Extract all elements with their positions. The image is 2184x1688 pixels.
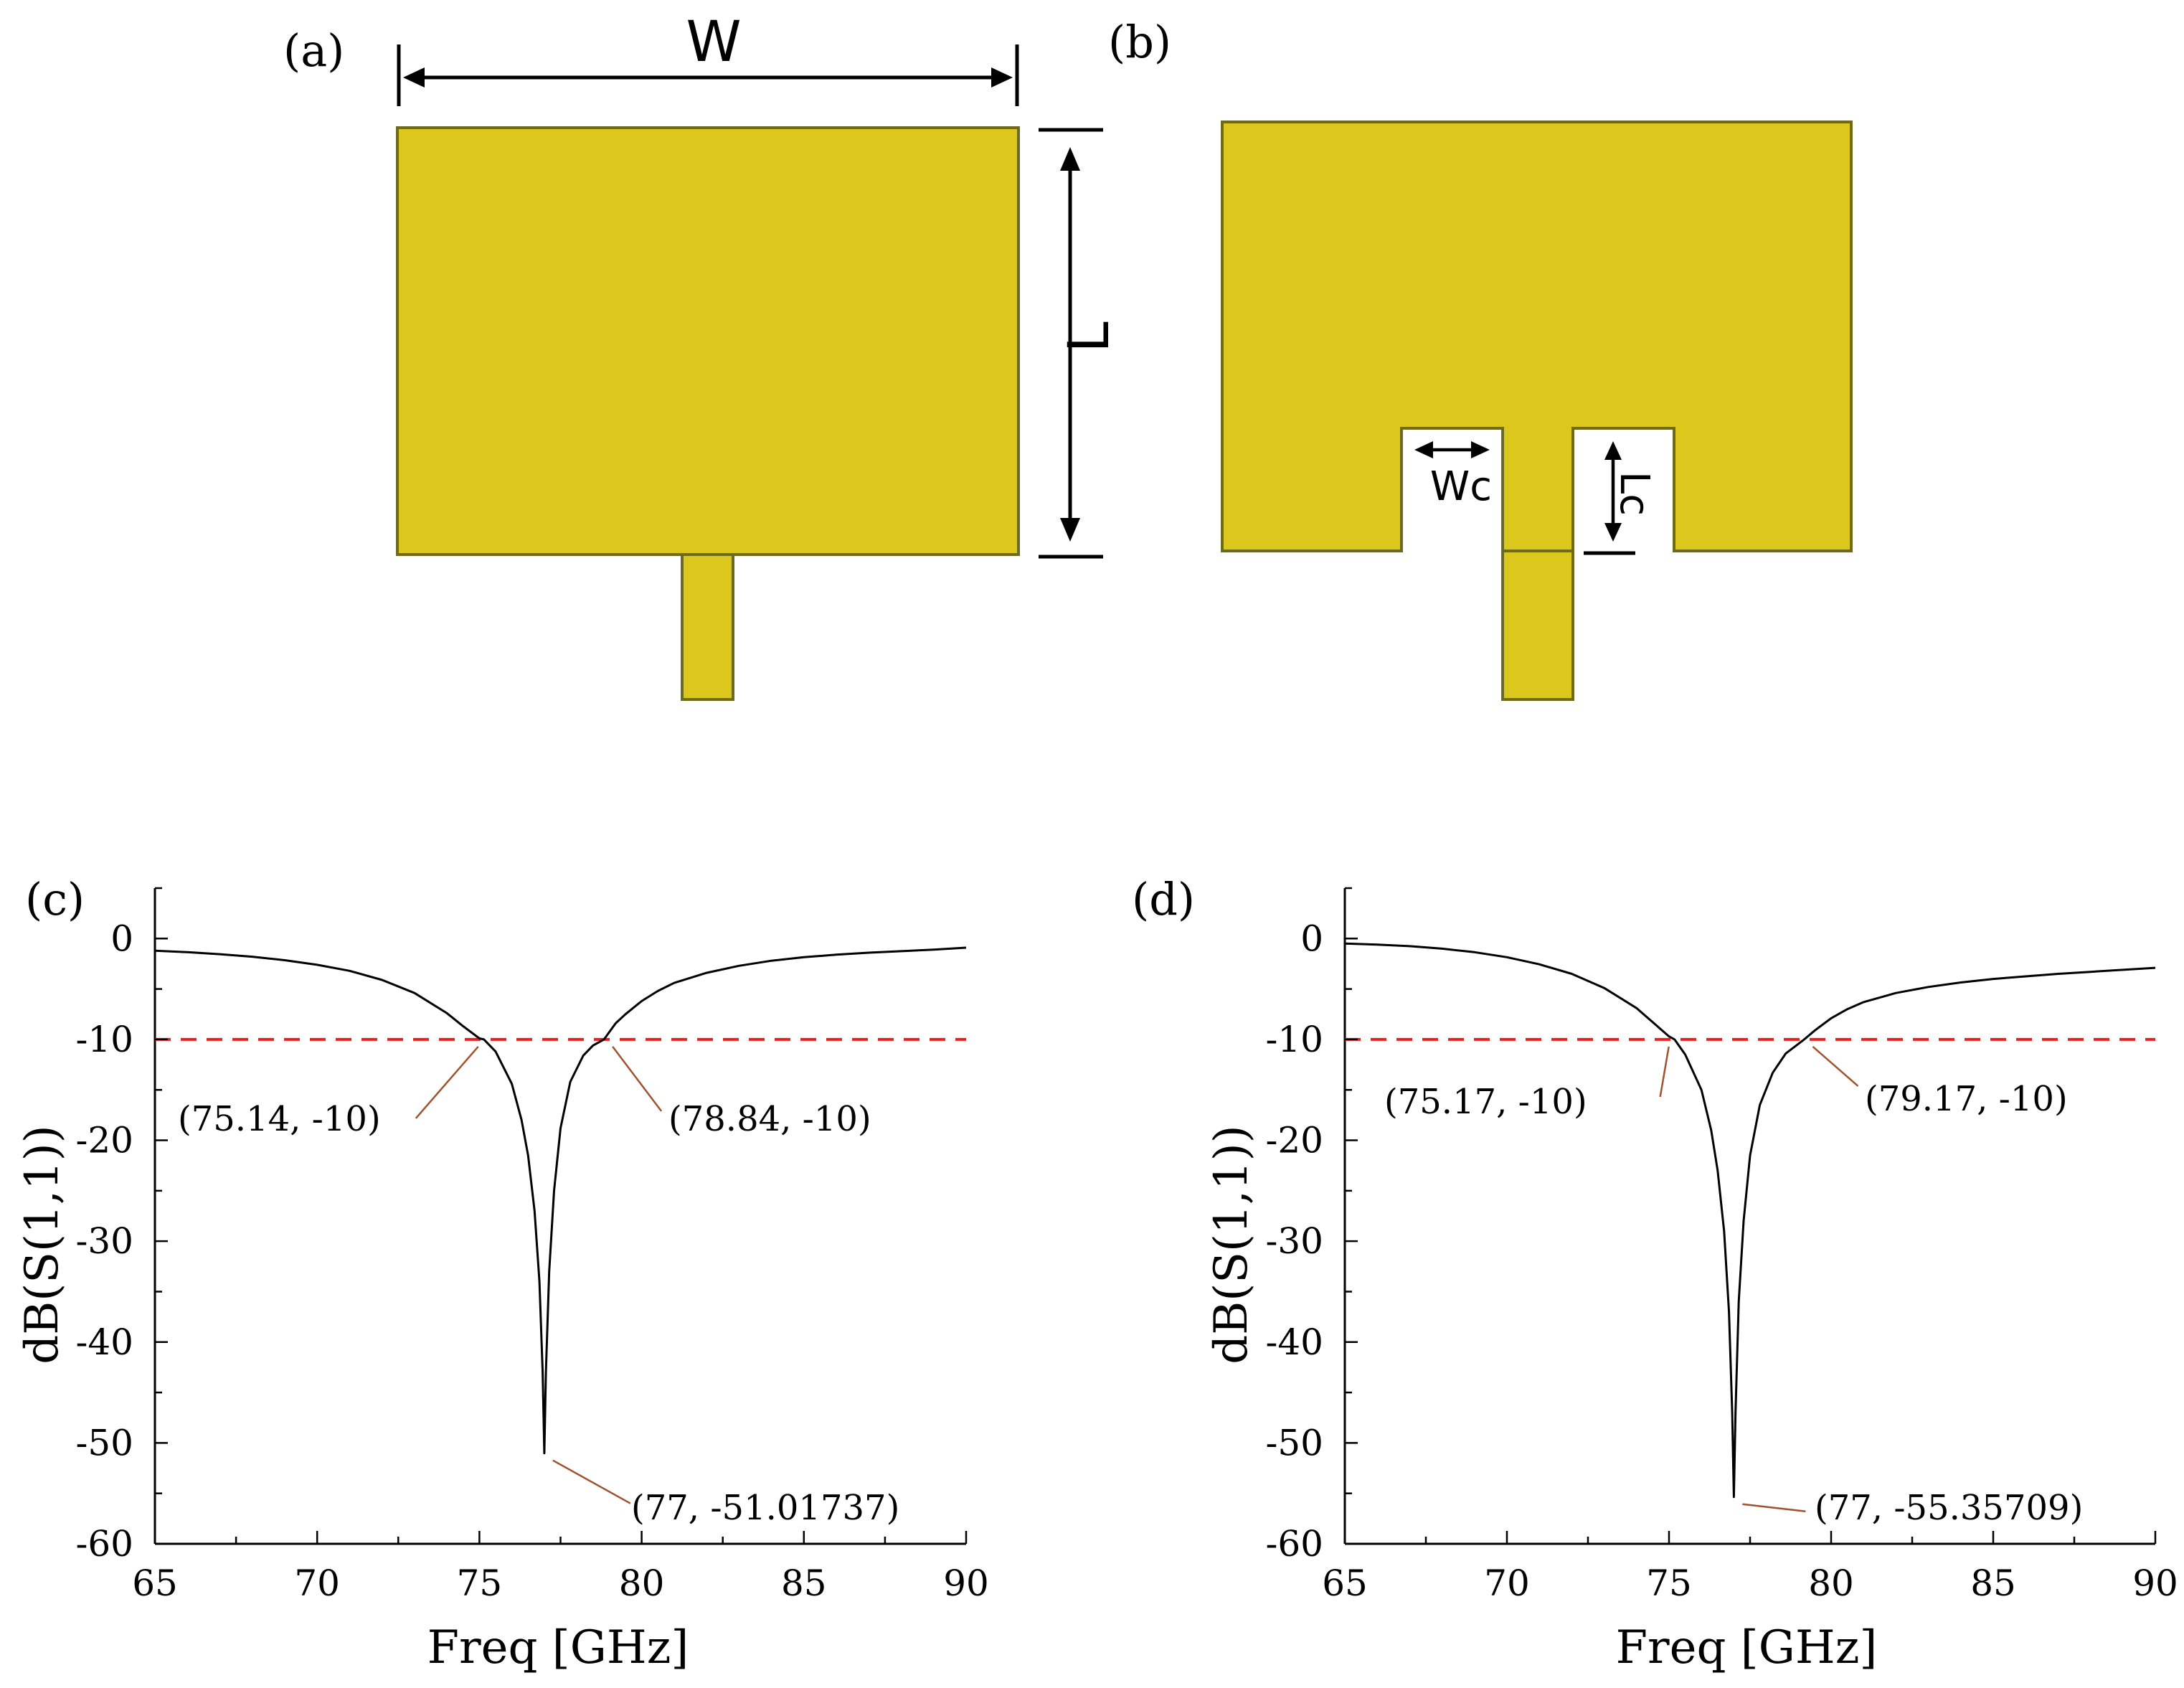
dim-wc-arrowhead-right (1471, 441, 1490, 458)
annotation-leader (1659, 1046, 1670, 1098)
chart-d-x-axis-label: Freq [GHz] (1616, 1621, 1878, 1674)
y-tick-label: -20 (1265, 1120, 1323, 1161)
chart-d-y-axis-label: dB(S(1,1)) (1205, 1125, 1258, 1364)
dim-lc-arrowhead-top (1604, 441, 1622, 460)
y-tick-label: -60 (1265, 1523, 1323, 1565)
x-tick-label: 65 (1322, 1562, 1368, 1604)
x-tick-label: 70 (1484, 1562, 1530, 1604)
dim-l-arrowhead-bottom (1060, 518, 1080, 542)
annotation-label: (75.17, -10) (1384, 1082, 1587, 1122)
y-tick-label: 0 (1300, 918, 1323, 959)
dim-w-arrowhead-left (403, 67, 425, 88)
y-tick-label: -40 (1265, 1321, 1323, 1363)
panel-a-label: (a) (283, 24, 344, 77)
x-tick-label: 70 (294, 1562, 340, 1604)
y-tick-label: -30 (1265, 1220, 1323, 1262)
feedline-b (1501, 550, 1574, 701)
annotation-leader (415, 1046, 479, 1119)
dim-l-label: L (1057, 321, 1122, 353)
chart-d-plot-area (1343, 888, 2156, 1545)
y-tick-label: -50 (1265, 1422, 1323, 1463)
chart-c-panel-label: (c) (25, 873, 85, 925)
annotation-leader (612, 1046, 663, 1112)
dim-wc-label: Wc (1430, 463, 1492, 510)
chart-c-y-axis: 0 -10 -20 -30 -40 -50 -60 (75, 887, 168, 1565)
chart-c-y-axis-label: dB(S(1,1)) (16, 1125, 69, 1364)
chart-d: (d) 65 70 75 80 85 90 0 -10 -20 -30 -40 -50 -60 Fre… (1132, 873, 2178, 1674)
series-line (154, 946, 967, 1455)
y-tick-label: -10 (1265, 1019, 1323, 1060)
chart-c: (c) 65 70 75 80 85 90 0 -10 -20 -30 -40 -50 -60 Fre… (16, 873, 989, 1674)
annotation-leader (1742, 1503, 1806, 1512)
series-line (1344, 942, 2156, 1499)
x-tick-label: 80 (1808, 1562, 1854, 1604)
feedline-a (681, 553, 734, 701)
annotation-label: (75.14, -10) (178, 1099, 381, 1139)
chart-c-x-axis: 65 70 75 80 85 90 (132, 1531, 989, 1604)
y-tick-label: -30 (75, 1220, 133, 1262)
dim-w-label: W (686, 10, 741, 75)
chart-d-annotations: (75.17, -10) (79.17, -10) (77, -55.35709) (1384, 1045, 2083, 1528)
annotation-label: (77, -51.01737) (631, 1488, 899, 1528)
x-tick-label: 90 (2132, 1562, 2178, 1604)
chart-d-x-axis: 65 70 75 80 85 90 (1322, 1531, 2178, 1604)
y-tick-label: -50 (75, 1422, 133, 1463)
chart-c-annotations: (75.14, -10) (78.84, -10) (77, -51.01737) (178, 1046, 899, 1528)
annotation-label: (77, -55.35709) (1815, 1488, 2083, 1528)
annotation-leader (1812, 1045, 1859, 1087)
panel-a: (a) W L (283, 10, 1122, 701)
annotation-label: (79.17, -10) (1865, 1079, 2068, 1119)
patch-a (396, 126, 1020, 556)
panel-b: (b) Wc Lc (1108, 16, 1853, 701)
x-tick-label: 75 (457, 1562, 503, 1604)
x-tick-label: 80 (619, 1562, 665, 1604)
x-tick-label: 75 (1646, 1562, 1692, 1604)
x-tick-label: 85 (1970, 1562, 2016, 1604)
panel-b-label: (b) (1108, 16, 1171, 68)
x-tick-label: 90 (943, 1562, 989, 1604)
y-tick-label: -20 (75, 1120, 133, 1161)
patch-b (1221, 121, 1853, 552)
x-tick-label: 85 (781, 1562, 827, 1604)
dim-w-arrowhead-right (991, 67, 1013, 88)
annotation-leader (552, 1459, 631, 1504)
chart-c-x-axis-label: Freq [GHz] (427, 1621, 689, 1674)
annotation-label: (78.84, -10) (668, 1099, 871, 1139)
chart-c-plot-area (153, 888, 967, 1545)
y-tick-label: -60 (75, 1523, 133, 1565)
y-tick-label: -40 (75, 1321, 133, 1363)
dim-lc-label: Lc (1611, 471, 1658, 516)
y-tick-label: 0 (110, 918, 133, 959)
x-tick-label: 65 (132, 1562, 178, 1604)
dim-lc-arrowhead-bottom (1604, 523, 1622, 542)
y-tick-label: -10 (75, 1019, 133, 1060)
dim-wc-arrowhead-left (1414, 441, 1433, 458)
chart-d-panel-label: (d) (1132, 873, 1195, 925)
chart-d-y-axis: 0 -10 -20 -30 -40 -50 -60 (1265, 887, 1358, 1565)
dim-l-arrowhead-top (1060, 147, 1080, 171)
